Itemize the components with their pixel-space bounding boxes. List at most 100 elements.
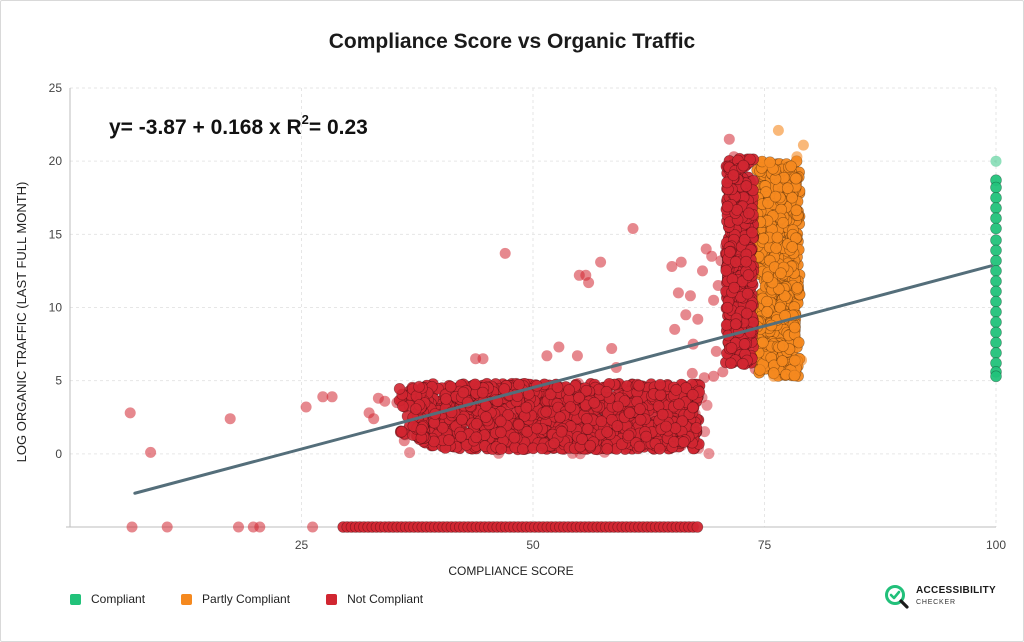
partly-compliant-point (763, 158, 775, 170)
not-compliant-point (541, 350, 553, 362)
not-compliant-point (697, 265, 708, 277)
not-compliant-point (687, 401, 699, 414)
not-compliant-point (455, 430, 467, 443)
partly-compliant-point (762, 197, 774, 209)
partly-compliant-point (790, 204, 803, 217)
not-compliant-point (746, 226, 758, 239)
not-compliant-point (634, 403, 646, 415)
not-compliant-point (736, 357, 749, 370)
not-compliant-point (742, 269, 755, 281)
partly-compliant-point (771, 231, 784, 244)
not-compliant-point (254, 521, 266, 533)
not-compliant-point (395, 425, 408, 438)
partly-compliant-point (757, 232, 770, 245)
not-compliant-point (675, 256, 687, 268)
legend-label: Compliant (91, 592, 146, 606)
partly-compliant-point (777, 340, 789, 352)
not-compliant-point (656, 408, 669, 421)
not-compliant-point (669, 323, 681, 335)
y-tick-label: 20 (49, 154, 63, 168)
not-compliant-point (457, 386, 470, 399)
compliant-point (990, 347, 1002, 359)
partly-compliant-point (774, 301, 787, 314)
not-compliant-point (563, 384, 575, 396)
not-compliant-point (698, 372, 710, 384)
not-compliant-point (576, 433, 588, 445)
compliant-point (990, 306, 1002, 318)
not-compliant-point (721, 200, 734, 213)
not-compliant-point (476, 386, 489, 399)
compliant-point (990, 244, 1002, 257)
not-compliant-point (580, 384, 593, 397)
not-compliant-point (413, 380, 425, 393)
y-tick-label: 25 (49, 81, 63, 95)
not-compliant-point (516, 443, 529, 456)
partly-compliant-point (757, 336, 769, 349)
not-compliant-point (743, 207, 755, 220)
not-compliant-point (701, 399, 713, 411)
not-compliant-point (499, 247, 511, 259)
not-compliant-point (712, 280, 724, 291)
not-compliant-point (317, 391, 329, 403)
compliant-point (990, 181, 1002, 194)
not-compliant-point (691, 521, 704, 533)
not-compliant-point (640, 430, 653, 443)
compliant-point (990, 285, 1002, 298)
compliant-point (990, 326, 1002, 339)
not-compliant-point (300, 401, 312, 413)
not-compliant-point (699, 426, 711, 438)
not-compliant-point (740, 255, 752, 268)
not-compliant-point (623, 407, 636, 419)
legend-item-compliant[interactable]: Compliant (70, 592, 145, 606)
y-tick-label: 0 (55, 447, 62, 461)
not-compliant-point (686, 388, 699, 401)
not-compliant-point (740, 180, 753, 192)
not-compliant-point (627, 223, 639, 234)
partly-compliant-point (786, 241, 799, 253)
not-compliant-point (583, 277, 595, 289)
not-compliant-point (307, 521, 319, 533)
not-compliant-point (548, 437, 560, 450)
not-compliant-point (470, 417, 483, 430)
legend-label: Partly Compliant (202, 592, 291, 606)
partly-compliant-point (761, 271, 774, 284)
compliant-point (990, 316, 1002, 328)
partly-compliant-point (761, 306, 774, 318)
partly-compliant-point (785, 160, 797, 173)
not-compliant-point (415, 423, 428, 436)
not-compliant-point (670, 384, 683, 396)
y-tick-label: 15 (49, 227, 63, 241)
not-compliant-point (633, 379, 645, 392)
x-tick-label: 25 (295, 538, 309, 552)
legend-swatch (326, 593, 338, 605)
not-compliant-point (145, 446, 157, 458)
not-compliant-point (721, 301, 734, 314)
compliant-point (990, 370, 1002, 383)
not-compliant-point (684, 290, 696, 302)
y-tick-label: 10 (49, 301, 63, 315)
not-compliant-point (368, 413, 380, 425)
not-compliant-point (397, 400, 409, 413)
partly-compliant-point (791, 151, 803, 163)
legend-item-not-compliant[interactable]: Not Compliant (326, 592, 423, 606)
not-compliant-point (540, 405, 553, 418)
not-compliant-point (601, 426, 613, 438)
partly-compliant-point (757, 362, 769, 373)
chart-legend: Compliant Partly Compliant Not Compliant (70, 592, 459, 606)
not-compliant-point (494, 415, 507, 428)
not-compliant-point (571, 350, 583, 362)
partly-compliant-point (776, 355, 789, 367)
not-compliant-point (708, 370, 720, 382)
not-compliant-point (600, 385, 613, 398)
not-compliant-point (611, 420, 624, 432)
not-compliant-point (740, 307, 753, 320)
brand-line1: ACCESSIBILITY (916, 585, 997, 596)
not-compliant-point (653, 442, 666, 455)
not-compliant-point (727, 169, 740, 181)
not-compliant-point (724, 246, 736, 258)
legend-item-partly-compliant[interactable]: Partly Compliant (181, 592, 290, 606)
legend-label: Not Compliant (347, 592, 424, 606)
not-compliant-point (706, 250, 718, 262)
not-compliant-point (738, 338, 751, 350)
